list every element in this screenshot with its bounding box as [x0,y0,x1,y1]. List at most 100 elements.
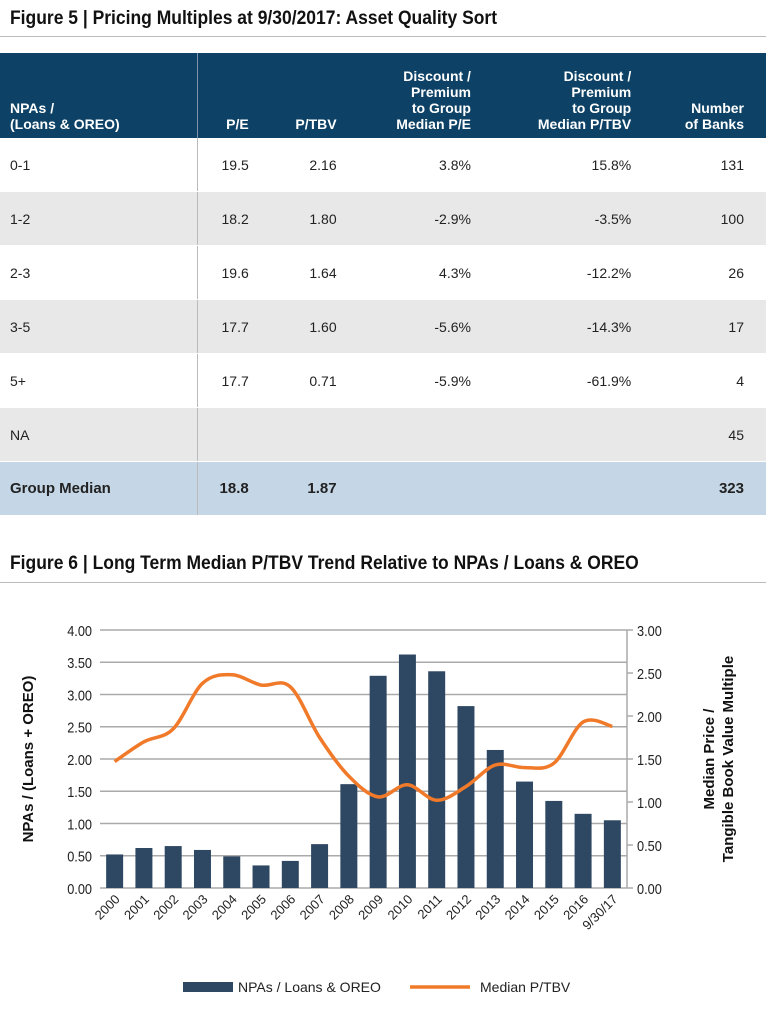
table-cell: 15.8% [492,138,654,192]
x-tick-label: 2009 [355,892,386,923]
header-line: to Group [572,100,632,116]
table-cell: Group Median [0,461,199,516]
bar [545,800,563,888]
table-cell: 0-1 [0,138,199,192]
table-row: 3-5 17.7 1.60 -5.6% -14.3% 17 [0,299,766,354]
table-cell: 100 [653,191,766,246]
table-cell [358,407,493,462]
table-row: 5+ 17.7 0.71 -5.9% -61.9% 4 [0,353,766,408]
table-cell: -5.9% [358,353,493,408]
y-right-tick-label: 1.50 [637,751,662,768]
table-cell: -14.3% [492,299,654,354]
bar [223,856,241,888]
bar [252,865,270,888]
pricing-table: NPAs / (Loans & OREO) P/E P/TBV Discount / Pr… [0,53,766,516]
header-line: NPAs / [10,100,55,116]
x-tick-label: 2015 [531,892,562,923]
x-tick-label: 2001 [121,892,152,923]
bar [457,706,475,888]
table-cell: 2-3 [0,245,199,300]
y-tick-label: 1.50 [67,783,92,800]
figure6-title: Figure 6 | Long Term Median P/TBV Trend … [10,553,639,574]
y-tick-label: 2.50 [67,719,92,736]
table-cell: -61.9% [492,353,654,408]
column-header: Discount / Premium to Group Median P/TBV [492,53,654,138]
y-right-tick-label: 3.00 [637,622,662,639]
header-line: of Banks [684,116,744,132]
table-cell: -2.9% [358,191,493,246]
table-cell: 131 [653,138,766,192]
y-tick-label: 4.00 [67,622,92,639]
table-cell: 2.16 [270,138,359,192]
x-tick-label: 2014 [502,892,533,923]
x-tick-label: 2008 [326,892,357,923]
x-tick-label: 2006 [267,892,298,923]
table-row: NA 45 [0,407,766,462]
x-tick-label: 2013 [472,892,503,923]
table-cell [492,461,654,516]
table-cell [358,461,493,516]
pbv-line [113,672,613,803]
header-line: P/E [226,116,249,132]
table-row: 1-2 18.2 1.80 -2.9% -3.5% 100 [0,191,766,246]
table-cell [270,407,359,462]
bar [193,849,211,888]
x-tick-label: 2011 [414,892,444,922]
y-tick-label: 2.00 [67,751,92,768]
bar [398,654,416,888]
header-line: Premium [411,84,471,100]
header-line: Median P/E [396,116,471,132]
legend-label: Median P/TBV [480,979,571,995]
table-cell: NA [0,407,199,462]
table-cell: 323 [653,461,766,516]
figure5-title: Figure 5 | Pricing Multiples at 9/30/201… [10,8,498,29]
table-cell: 0.71 [270,353,359,408]
y-tick-label: 1.00 [67,815,92,832]
y-right-tick-label: 2.00 [637,708,662,725]
header-line: (Loans & OREO) [10,116,120,132]
bar [574,813,592,888]
x-tick-label: 2002 [150,892,181,923]
table-cell: -3.5% [492,191,654,246]
x-tick-label: 2007 [297,892,328,923]
legend-label: NPAs / Loans & OREO [238,979,381,995]
bar [340,784,358,888]
y-right-tick-label: 0.50 [637,837,662,854]
header-line: Discount / [563,68,632,84]
table-cell: 3-5 [0,299,199,354]
header-line: Median P/TBV [537,116,632,132]
column-header: P/E [197,53,271,138]
y-tick-label: 0.50 [67,848,92,865]
bar [603,820,621,888]
bar [106,854,124,888]
table-row: 2-3 19.6 1.64 4.3% -12.2% 26 [0,245,766,300]
table-cell: 26 [653,245,766,300]
divider [0,36,766,37]
y-right-tick-label: 0.00 [637,880,662,897]
table-cell: 1.80 [270,191,359,246]
column-header: Number of Banks [653,53,766,138]
table-row: 0-1 19.5 2.16 3.8% 15.8% 131 [0,138,766,192]
table-cell: 18.8 [197,461,271,516]
column-header: NPAs / (Loans & OREO) [0,53,199,138]
table-cell: -5.6% [358,299,493,354]
bar [428,671,446,888]
header-line: Discount / [403,68,471,84]
divider [0,582,766,583]
table-cell: 1.64 [270,245,359,300]
table-cell: 19.6 [197,245,271,300]
y-axis-label: NPAs / (Loans + OREO) [20,676,37,843]
y-tick-label: 3.50 [67,654,92,671]
x-tick-label: 2012 [443,892,474,923]
table-cell: 1-2 [0,191,199,246]
y-right-axis-label: Tangible Book Value Multiple [720,656,737,862]
table-cell: 1.60 [270,299,359,354]
x-tick-label: 2010 [384,892,415,923]
header-line: Number [691,100,744,116]
table-cell: 18.2 [197,191,271,246]
x-tick-label: 2004 [209,892,240,923]
table-cell: 17 [653,299,766,354]
y-right-tick-label: 2.50 [637,665,662,682]
table-cell: 19.5 [197,138,271,192]
bar [281,860,299,888]
